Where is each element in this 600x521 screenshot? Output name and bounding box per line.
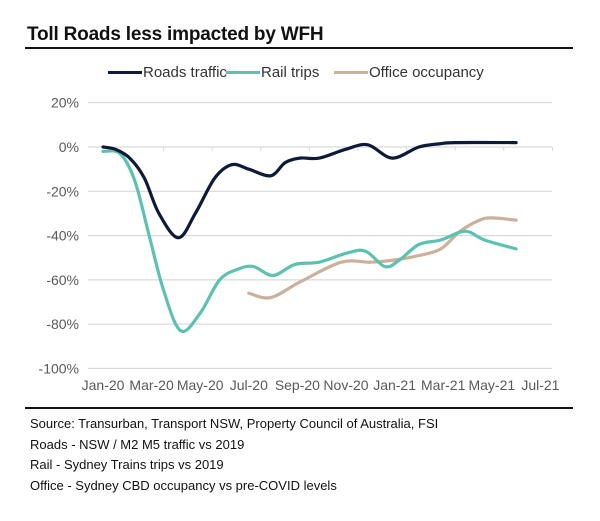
- rail-note: Rail - Sydney Trains trips vs 2019: [30, 457, 224, 472]
- x-tick-label: Mar-20: [129, 377, 174, 393]
- legend-swatch-roads: [108, 71, 142, 74]
- x-tick-label: May-20: [177, 377, 224, 393]
- y-tick-label: -40%: [46, 228, 79, 244]
- legend-swatch-rail: [226, 71, 260, 74]
- x-tick-label: Nov-20: [323, 377, 368, 393]
- x-tick-label: Jul-20: [230, 377, 268, 393]
- series-line-roads-traffic: [101, 140, 518, 240]
- chart-title: Toll Roads less impacted by WFH: [27, 24, 324, 45]
- title-underline: [25, 47, 573, 49]
- legend-swatch-office: [334, 71, 368, 74]
- x-axis-labels: Jan-20 Mar-20 May-20 Jul-20 Sep-20 Nov-20 Jan-…: [82, 377, 560, 393]
- x-tick-label: Jan-20: [82, 377, 125, 393]
- roads-note: Roads - NSW / M2 M5 traffic vs 2019: [30, 436, 245, 452]
- y-tick-label: -100%: [39, 361, 79, 377]
- series-line-rail-trips: [101, 149, 518, 333]
- x-tick-label: Sep-20: [275, 377, 320, 393]
- legend-label-office: Office occupancy: [369, 64, 484, 81]
- y-tick-label: -80%: [46, 316, 79, 332]
- y-tick-label: -60%: [46, 272, 79, 288]
- office-note: Office - Sydney CBD occupancy vs pre-COV…: [30, 477, 337, 493]
- y-tick-label: -20%: [46, 183, 79, 199]
- legend-item-rail: Rail trips: [226, 64, 319, 81]
- y-axis-labels: 20% 0% -20% -40% -60% -80% -100%: [39, 95, 79, 377]
- legend-item-roads: Roads traffic: [108, 64, 227, 81]
- y-tick-label: 0%: [59, 139, 79, 155]
- chart-legend: Roads traffic Rail trips Office occupanc…: [0, 64, 600, 84]
- series-line-office-occupancy: [247, 216, 518, 300]
- x-tick-label: Mar-21: [421, 377, 466, 393]
- gridlines: [88, 102, 553, 370]
- x-tick-label: May-21: [468, 377, 515, 393]
- legend-item-office: Office occupancy: [334, 64, 484, 81]
- y-tick-label: 20%: [51, 95, 79, 111]
- x-tick-label: Jan-21: [373, 377, 416, 393]
- source-note: Source: Transurban, Transport NSW, Prope…: [30, 416, 439, 431]
- legend-label-roads: Roads traffic: [143, 64, 227, 81]
- footer-rule: [25, 407, 573, 409]
- series-lines: [101, 140, 518, 333]
- legend-label-rail: Rail trips: [261, 64, 320, 81]
- x-tick-label: Jul-21: [521, 377, 559, 393]
- chart-notes: Source: Transurban, Transport NSW, Prope…: [30, 414, 438, 496]
